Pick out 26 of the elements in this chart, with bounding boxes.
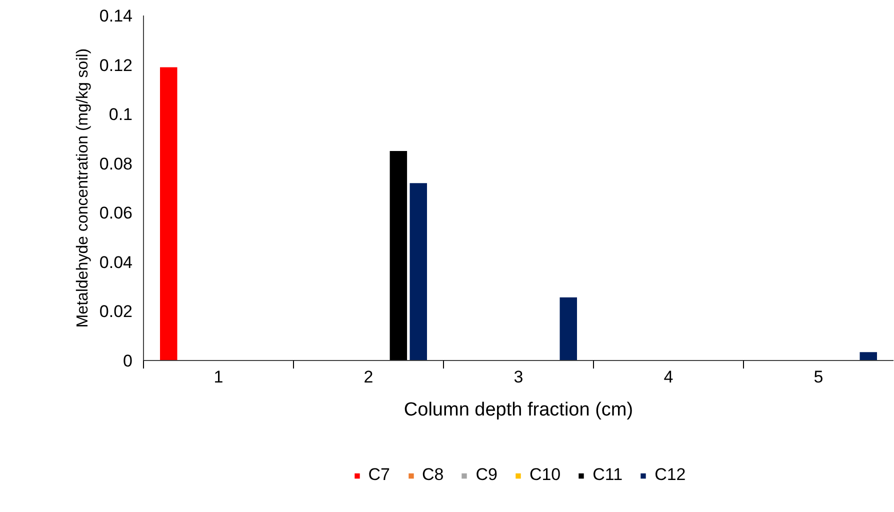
bar bbox=[860, 352, 877, 360]
legend-label: C12 bbox=[654, 465, 686, 485]
y-tick-label: 0.1 bbox=[108, 105, 133, 124]
bar bbox=[560, 297, 577, 360]
y-tick-label: 0.04 bbox=[99, 252, 133, 272]
legend-label: C7 bbox=[368, 465, 390, 485]
y-tick-label: 0.08 bbox=[99, 154, 133, 174]
legend-label: C8 bbox=[422, 465, 444, 485]
y-axis-title: Metaldehyde concentration (mg/kg soil) bbox=[74, 48, 92, 328]
legend-label: C11 bbox=[592, 465, 623, 485]
x-tick-label: 4 bbox=[664, 368, 674, 386]
legend-label: C10 bbox=[529, 465, 561, 485]
x-tick-label: 3 bbox=[514, 368, 524, 386]
x-tick-label: 5 bbox=[814, 368, 824, 386]
y-tick-label: 0.02 bbox=[99, 302, 133, 322]
y-tick-label: 0.06 bbox=[99, 204, 133, 223]
x-tick-label: 2 bbox=[364, 368, 374, 386]
y-tick-label: 0.12 bbox=[99, 56, 133, 75]
x-axis-title: Column depth fraction (cm) bbox=[404, 400, 634, 420]
legend-label: C9 bbox=[476, 465, 498, 485]
x-tick-label: 1 bbox=[214, 368, 224, 386]
bar bbox=[410, 183, 427, 360]
bar bbox=[160, 67, 178, 360]
y-tick-label: 0 bbox=[123, 352, 133, 370]
bar bbox=[390, 151, 408, 360]
y-tick-label: 0.14 bbox=[99, 6, 133, 26]
